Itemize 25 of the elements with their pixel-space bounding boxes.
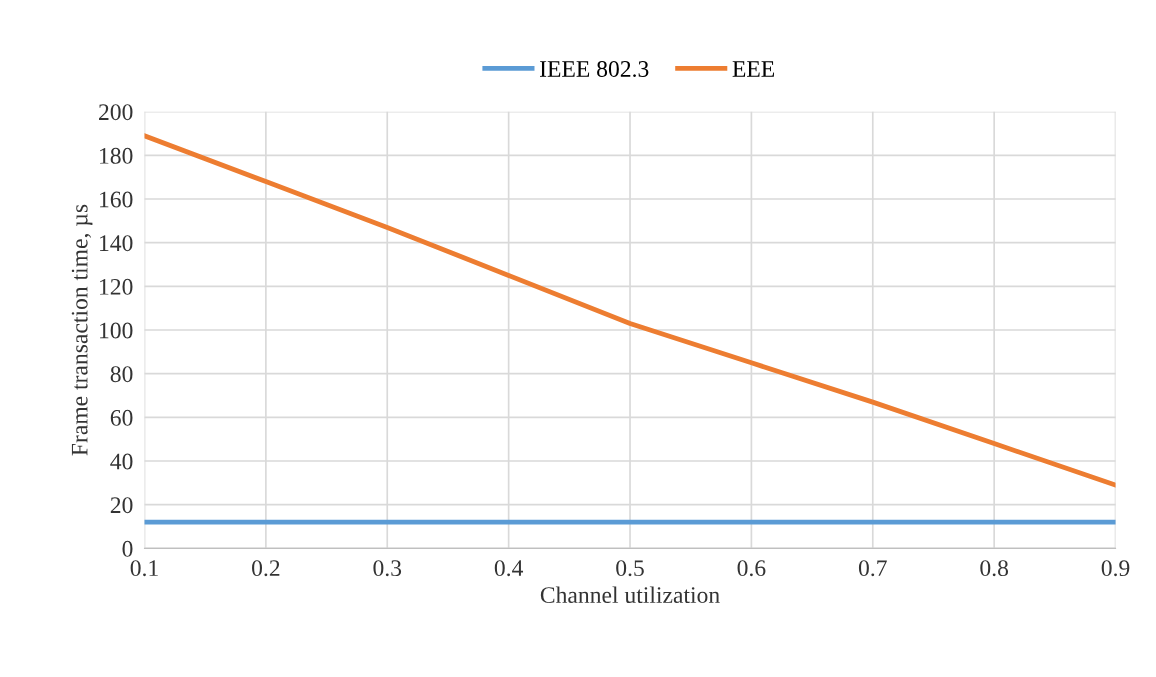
x-tick-label: 0.3 xyxy=(373,560,402,577)
y-tick-label: 0 xyxy=(122,540,133,557)
x-tick-label: 0.9 xyxy=(1101,560,1130,577)
y-tick-label: 120 xyxy=(100,278,133,295)
x-tick-label: 0.4 xyxy=(494,560,524,577)
y-tick-label: 200 xyxy=(99,104,133,121)
legend-label: EEE xyxy=(732,61,775,77)
x-tick-label: 0.5 xyxy=(616,560,644,577)
y-axis-title: Frame transaction time, µs xyxy=(71,204,93,456)
y-tick-label: 160 xyxy=(100,191,133,208)
y-tick-label: 180 xyxy=(100,147,133,164)
line-series xyxy=(144,133,1116,488)
y-tick-label: 20 xyxy=(110,497,133,514)
x-tick-label: 0.6 xyxy=(737,560,766,577)
y-tick-label: 40 xyxy=(110,453,133,470)
y-tick-label: 140 xyxy=(100,235,133,252)
y-tick-label: 80 xyxy=(110,366,133,383)
x-tick-label: 0.1 xyxy=(130,560,158,577)
y-tick-label: 60 xyxy=(110,409,133,426)
x-axis-title: Channel utilization xyxy=(540,586,720,604)
x-tick-label: 0.7 xyxy=(858,560,887,577)
x-tick-label: 0.8 xyxy=(980,560,1009,577)
x-tick-label: 0.2 xyxy=(252,560,280,577)
legend-label: IEEE 802.3 xyxy=(540,60,649,78)
y-tick-label: 100 xyxy=(100,322,133,339)
